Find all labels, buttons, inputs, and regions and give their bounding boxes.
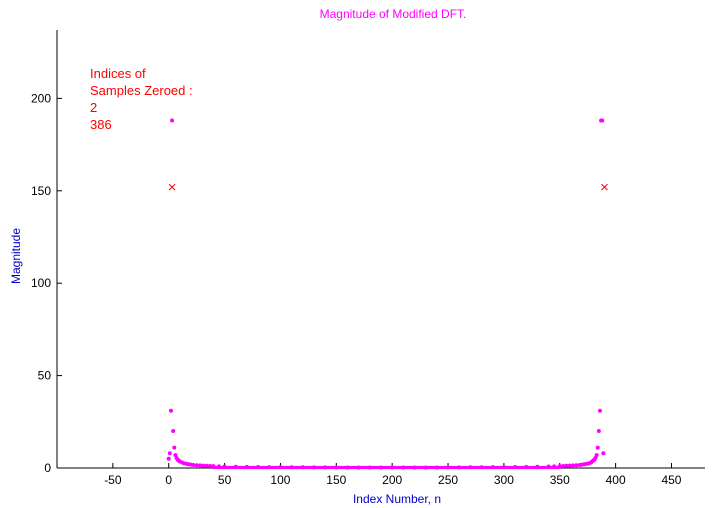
- data-point: [194, 463, 199, 468]
- x-tick-label: 300: [494, 473, 514, 487]
- x-tick-label: -50: [104, 473, 122, 487]
- data-point: [564, 463, 569, 468]
- zeroed-marker-stroke: [601, 183, 608, 191]
- annotation-line-2: Samples Zeroed :: [90, 83, 193, 98]
- x-tick-label: 100: [270, 473, 290, 487]
- data-point: [172, 445, 177, 450]
- data-point: [594, 453, 599, 458]
- data-point: [596, 429, 601, 434]
- y-tick-label: 100: [31, 276, 51, 290]
- data-point: [198, 463, 203, 468]
- annotation-line-4: 386: [90, 117, 112, 132]
- data-point: [166, 456, 171, 461]
- data-point: [191, 463, 196, 468]
- x-tick-label: 450: [661, 473, 681, 487]
- data-point: [204, 463, 209, 468]
- data-point: [600, 118, 605, 123]
- zeroed-marker-stroke: [168, 183, 176, 191]
- data-point: [558, 465, 562, 470]
- data-point: [574, 463, 579, 468]
- y-tick-label: 0: [44, 461, 51, 475]
- y-tick-label: 50: [38, 369, 52, 383]
- data-point: [595, 445, 600, 450]
- x-tick-label: 250: [438, 473, 458, 487]
- data-point: [208, 463, 213, 468]
- x-tick-label: 400: [606, 473, 626, 487]
- data-point: [168, 408, 173, 413]
- x-tick-label: 350: [550, 473, 570, 487]
- data-point: [567, 463, 572, 468]
- zeroed-sample-marker: [601, 183, 608, 191]
- chart-title: Magnitude of Modified DFT.: [320, 7, 467, 21]
- zeroed-samples-annotation: Indices of Samples Zeroed : 2 386: [90, 66, 193, 132]
- data-point: [597, 408, 602, 413]
- data-point: [171, 429, 176, 434]
- data-point: [170, 118, 175, 123]
- zeroed-sample-marker: [168, 183, 176, 191]
- y-axis-label: Magnitude: [9, 228, 23, 284]
- x-tick-label: 150: [326, 473, 346, 487]
- data-point: [601, 451, 606, 456]
- x-tick-label: 200: [382, 473, 402, 487]
- y-tick-label: 150: [31, 184, 51, 198]
- x-axis-label: Index Number, n: [353, 492, 441, 506]
- annotation-line-3: 2: [90, 100, 97, 115]
- annotation-line-1: Indices of: [90, 66, 146, 81]
- data-point: [201, 463, 206, 468]
- x-tick-label: 50: [218, 473, 232, 487]
- data-points: [166, 118, 608, 470]
- ticks: -50 0 50 100 150 200 250 300 350 400 450 0 50 100 150 2…: [31, 91, 682, 487]
- data-point: [571, 463, 576, 468]
- data-point: [561, 463, 566, 468]
- x-tick-label: 0: [165, 473, 172, 487]
- y-tick-label: 200: [31, 91, 51, 105]
- data-point: [167, 451, 172, 456]
